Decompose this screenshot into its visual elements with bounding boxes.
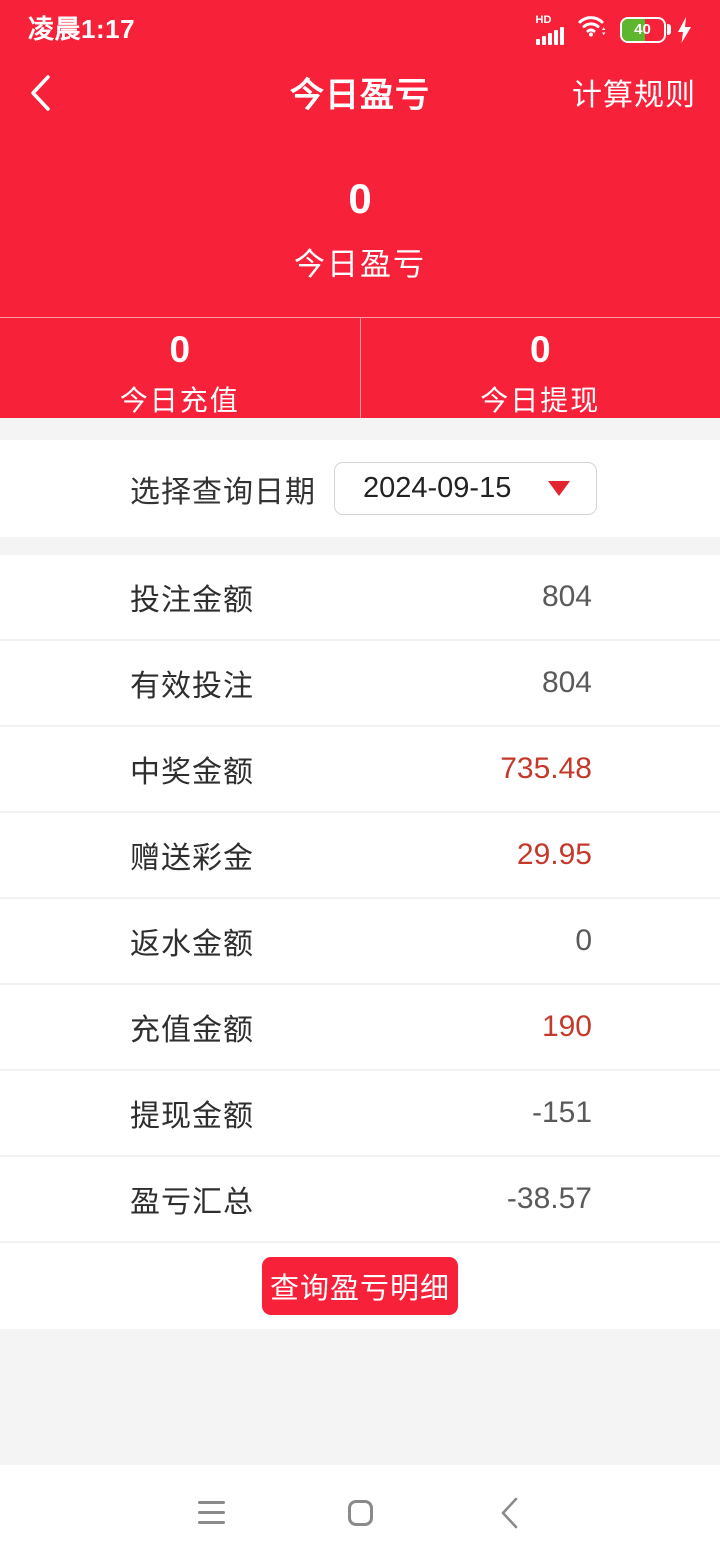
row-value: 804 [541,666,592,699]
caret-down-icon [548,481,570,496]
row-bonus: 赠送彩金 29.95 [0,813,720,899]
date-picker-row: 选择查询日期 2024-09-15 [0,440,720,537]
page-title: 今日盈亏 [290,76,430,115]
status-time: 凌晨1:17 [28,14,136,44]
home-button[interactable] [346,1498,374,1528]
row-value: 735.48 [500,752,592,785]
row-label: 提现金额 [130,1100,254,1133]
row-winnings: 中奖金额 735.48 [0,727,720,813]
date-picker-label: 选择查询日期 [130,475,316,509]
row-value: 29.95 [516,838,592,871]
row-profit-total: 盈亏汇总 -38.57 [0,1157,720,1243]
app-bar: 今日盈亏 计算规则 [0,55,720,130]
status-bar: 凌晨1:17 HD [0,0,720,55]
row-value: 190 [541,1010,592,1043]
today-profit-label: 今日盈亏 [294,247,426,282]
today-withdraw-stat: 0 今日提现 [359,318,720,418]
row-deposit: 充值金额 190 [0,985,720,1071]
bottom-filler [0,1329,720,1465]
hero-summary: 0 今日盈亏 [0,130,720,284]
row-rebate: 返水金额 0 [0,899,720,985]
row-bet-amount: 投注金额 804 [0,555,720,641]
battery-percent: 40 [634,21,651,38]
nav-back-button[interactable] [495,1497,523,1528]
back-button[interactable] [18,71,62,115]
row-label: 赠送彩金 [130,842,254,875]
today-deposit-value: 0 [169,329,191,370]
hero-panel: 凌晨1:17 HD [0,0,720,418]
section-divider [0,418,720,440]
home-square-icon [347,1499,373,1526]
today-deposit-stat: 0 今日充值 [0,318,360,418]
chevron-left-icon [31,75,50,111]
hd-label: HD [535,13,552,26]
summary-list: 投注金额 804 有效投注 804 中奖金额 735.48 赠送彩金 29.95… [0,555,720,1243]
wifi-icon [577,13,607,44]
section-divider [0,537,720,555]
row-value: 0 [575,924,592,957]
today-withdraw-value: 0 [529,329,551,370]
row-label: 充值金额 [130,1014,254,1047]
row-withdrawal: 提现金额 -151 [0,1071,720,1157]
row-value: -151 [531,1096,592,1129]
charging-bolt-icon [678,16,691,43]
row-label: 投注金额 [130,584,254,617]
today-withdraw-label: 今日提现 [480,385,601,416]
row-label: 中奖金额 [130,756,254,789]
menu-icon [197,1501,225,1524]
battery-icon: 40 [619,16,693,43]
today-deposit-label: 今日充值 [119,385,240,416]
row-value: 804 [541,580,592,613]
row-valid-bets: 有效投注 804 [0,641,720,727]
battery-nub [667,24,671,35]
today-profit-value: 0 [348,175,372,222]
system-nav-bar [0,1465,720,1560]
calc-rules-link[interactable]: 计算规则 [572,78,696,112]
status-icons: HD [535,11,693,45]
battery-fill [621,18,645,41]
date-dropdown-value: 2024-09-15 [363,472,512,504]
row-label: 盈亏汇总 [130,1186,254,1219]
cellular-signal-icon: HD [535,13,564,45]
date-dropdown[interactable]: 2024-09-15 [334,462,597,515]
row-value: -38.57 [506,1182,592,1215]
recents-button[interactable] [197,1498,225,1528]
chevron-left-icon [501,1497,517,1528]
row-label: 有效投注 [130,670,254,703]
row-label: 返水金额 [130,928,254,961]
signal-bars [535,26,564,45]
hero-stats: 0 今日充值 0 今日提现 [0,317,720,418]
query-details-button[interactable]: 查询盈亏明细 [262,1257,458,1315]
button-section: 查询盈亏明细 [0,1243,720,1329]
